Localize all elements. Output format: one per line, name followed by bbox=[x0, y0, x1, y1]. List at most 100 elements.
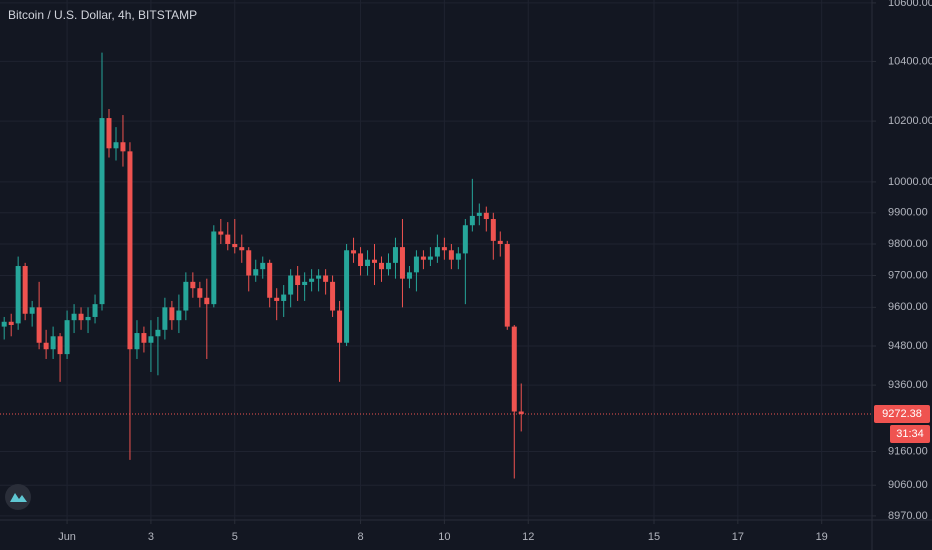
candle-body bbox=[337, 310, 343, 343]
candle-body bbox=[323, 275, 329, 282]
y-tick-label: 10400.00 bbox=[888, 55, 932, 67]
candle-body bbox=[162, 307, 168, 330]
candle-body bbox=[511, 326, 517, 412]
candle-body bbox=[427, 256, 433, 260]
y-tick-label: 9360.00 bbox=[888, 379, 928, 391]
axis-labels: 10600.00 10400.00 10200.00 10000.00 9900.00 9… bbox=[58, 0, 932, 543]
candle-body bbox=[155, 329, 161, 337]
countdown: 31:34 bbox=[896, 428, 924, 440]
candle-body bbox=[316, 275, 322, 279]
candle-body bbox=[120, 142, 126, 152]
candle-body bbox=[204, 297, 210, 305]
candle-body bbox=[441, 247, 447, 251]
logo[interactable] bbox=[5, 484, 31, 510]
x-tick-label: 8 bbox=[357, 531, 363, 543]
candle-body bbox=[57, 336, 63, 355]
y-tick-label: 9700.00 bbox=[888, 269, 928, 281]
candle-body bbox=[106, 118, 112, 149]
candle-body bbox=[22, 266, 28, 314]
candle-body bbox=[455, 253, 461, 260]
x-tick-label: 3 bbox=[148, 531, 154, 543]
candle-body bbox=[183, 281, 189, 311]
candle-body bbox=[169, 307, 175, 321]
y-tick-label: 9900.00 bbox=[888, 207, 928, 219]
candle-body bbox=[288, 275, 294, 295]
candle-body bbox=[434, 247, 440, 257]
candle-body bbox=[225, 234, 231, 244]
candle-body bbox=[260, 262, 266, 270]
y-tick-label: 9060.00 bbox=[888, 479, 928, 491]
logo-icon[interactable] bbox=[10, 493, 27, 502]
candle-body bbox=[351, 250, 357, 254]
candle-body bbox=[371, 259, 377, 263]
candle-body bbox=[386, 262, 392, 270]
candle-body bbox=[392, 247, 398, 263]
candle-body bbox=[448, 250, 454, 260]
candle-body bbox=[490, 219, 496, 241]
candle-body bbox=[43, 342, 49, 350]
candle-body bbox=[141, 333, 147, 343]
candle-body bbox=[267, 262, 273, 298]
countdown-box bbox=[890, 425, 930, 444]
candle-body bbox=[462, 225, 468, 254]
candle-body bbox=[50, 336, 56, 350]
candle-body bbox=[71, 313, 77, 321]
candle-body bbox=[99, 118, 105, 305]
candle-body bbox=[127, 151, 133, 350]
price-label-box bbox=[874, 405, 930, 424]
candle-body bbox=[358, 253, 364, 267]
candle-body bbox=[92, 304, 98, 317]
candle-body bbox=[15, 266, 21, 324]
candle-body bbox=[29, 307, 35, 314]
candle-body bbox=[497, 240, 503, 244]
candle-body bbox=[281, 294, 287, 301]
x-tick-label: 19 bbox=[816, 531, 828, 543]
candle-body bbox=[476, 212, 482, 216]
candle-body bbox=[302, 281, 308, 286]
candle-body bbox=[78, 313, 84, 321]
grid bbox=[0, 0, 872, 520]
candle-body bbox=[85, 316, 91, 321]
y-tick-label: 10200.00 bbox=[888, 115, 932, 127]
candle-body bbox=[413, 256, 419, 273]
candle-body bbox=[406, 272, 412, 279]
last-price: 9272.38 31:34 bbox=[0, 405, 930, 444]
candle-body bbox=[253, 269, 259, 276]
candle-body bbox=[246, 250, 252, 276]
candle-body bbox=[64, 320, 70, 355]
candle-body bbox=[295, 275, 301, 286]
x-tick-label: 5 bbox=[232, 531, 238, 543]
x-tick-label: 12 bbox=[522, 531, 534, 543]
price-label: 9272.38 bbox=[882, 408, 922, 420]
candle-body bbox=[274, 297, 280, 301]
candle-body bbox=[330, 281, 336, 311]
y-tick-label: 10600.00 bbox=[888, 0, 932, 9]
x-tick-label: 10 bbox=[438, 531, 450, 543]
candle-body bbox=[309, 278, 315, 282]
candle-body bbox=[176, 310, 182, 321]
candles bbox=[1, 52, 524, 479]
candle-body bbox=[8, 321, 14, 325]
y-tick-label: 9160.00 bbox=[888, 445, 928, 457]
candle-body bbox=[379, 262, 384, 270]
chart-title: Bitcoin / U.S. Dollar, 4h, BITSTAMP bbox=[8, 8, 197, 22]
candle-body bbox=[365, 259, 371, 267]
y-tick-label: 10000.00 bbox=[888, 176, 932, 188]
candle-body bbox=[134, 333, 140, 350]
logo-circle[interactable] bbox=[5, 484, 31, 510]
candle-body bbox=[420, 256, 426, 260]
y-tick-label: 9800.00 bbox=[888, 238, 928, 250]
x-tick-label: 17 bbox=[732, 531, 744, 543]
candle-body bbox=[113, 142, 119, 149]
x-tick-label: 15 bbox=[648, 531, 660, 543]
candle-body bbox=[504, 243, 510, 327]
candle-body bbox=[399, 247, 405, 279]
candle-body bbox=[190, 281, 196, 289]
candle-body bbox=[483, 212, 489, 220]
candle-body bbox=[218, 231, 224, 235]
candle-body bbox=[344, 250, 350, 343]
candle-body bbox=[232, 243, 238, 248]
